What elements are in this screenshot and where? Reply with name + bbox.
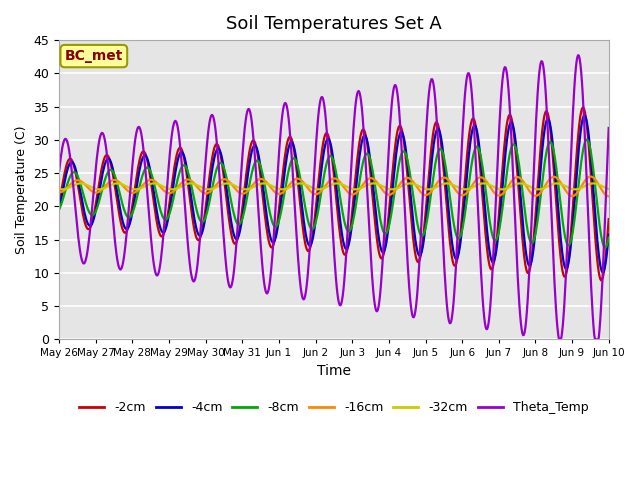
-4cm [207,179,214,184]
-16cm [401,176,408,182]
-8cm [401,149,408,155]
-4cm [65,162,73,168]
-16cm [178,180,186,186]
-32cm [403,181,410,187]
Line: -16cm: -16cm [59,177,609,196]
-2cm [605,216,612,222]
-2cm [65,156,73,162]
-2cm [417,253,424,259]
Line: -4cm: -4cm [59,116,609,272]
Theta_Temp [207,115,214,120]
-2cm [207,166,214,172]
-8cm [178,165,186,170]
-32cm [95,187,103,192]
-2cm [178,146,186,152]
-8cm [65,176,73,182]
-4cm [580,113,588,119]
-4cm [55,206,63,212]
-8cm [605,235,612,240]
Theta_Temp [556,336,564,342]
Y-axis label: Soil Temperature (C): Soil Temperature (C) [15,125,28,254]
X-axis label: Time: Time [317,364,351,378]
-2cm [401,144,408,150]
-16cm [122,186,129,192]
Theta_Temp [605,125,612,131]
Theta_Temp [122,240,129,246]
-4cm [122,226,129,231]
-8cm [582,137,590,143]
Text: BC_met: BC_met [65,49,123,63]
-4cm [417,252,424,257]
-32cm [179,183,187,189]
Theta_Temp [55,168,63,174]
Legend: -2cm, -4cm, -8cm, -16cm, -32cm, Theta_Temp: -2cm, -4cm, -8cm, -16cm, -32cm, Theta_Te… [74,396,593,420]
Theta_Temp [65,147,73,153]
-16cm [586,174,594,180]
-16cm [55,190,63,195]
-2cm [579,105,586,110]
-2cm [122,230,129,236]
-4cm [599,269,607,275]
Title: Soil Temperatures Set A: Soil Temperatures Set A [226,15,442,33]
Theta_Temp [574,52,582,58]
-4cm [605,232,612,238]
Line: -8cm: -8cm [59,140,609,248]
Theta_Temp [417,235,424,241]
-32cm [77,180,84,186]
-8cm [417,232,424,238]
-2cm [55,200,63,206]
Line: -32cm: -32cm [59,183,609,190]
-16cm [417,189,424,195]
-8cm [207,194,214,200]
-8cm [122,211,129,216]
-16cm [605,193,612,199]
-2cm [597,277,605,283]
-8cm [55,206,63,212]
-32cm [419,185,426,191]
Line: -2cm: -2cm [59,108,609,280]
-32cm [65,185,73,191]
-32cm [605,186,612,192]
-32cm [55,186,63,192]
-4cm [178,149,186,155]
-16cm [207,189,214,194]
-32cm [208,186,216,192]
Theta_Temp [401,204,408,209]
-16cm [65,183,73,189]
Theta_Temp [178,157,186,163]
-32cm [124,184,131,190]
-8cm [601,245,609,251]
-4cm [401,139,408,144]
Line: Theta_Temp: Theta_Temp [59,55,609,339]
